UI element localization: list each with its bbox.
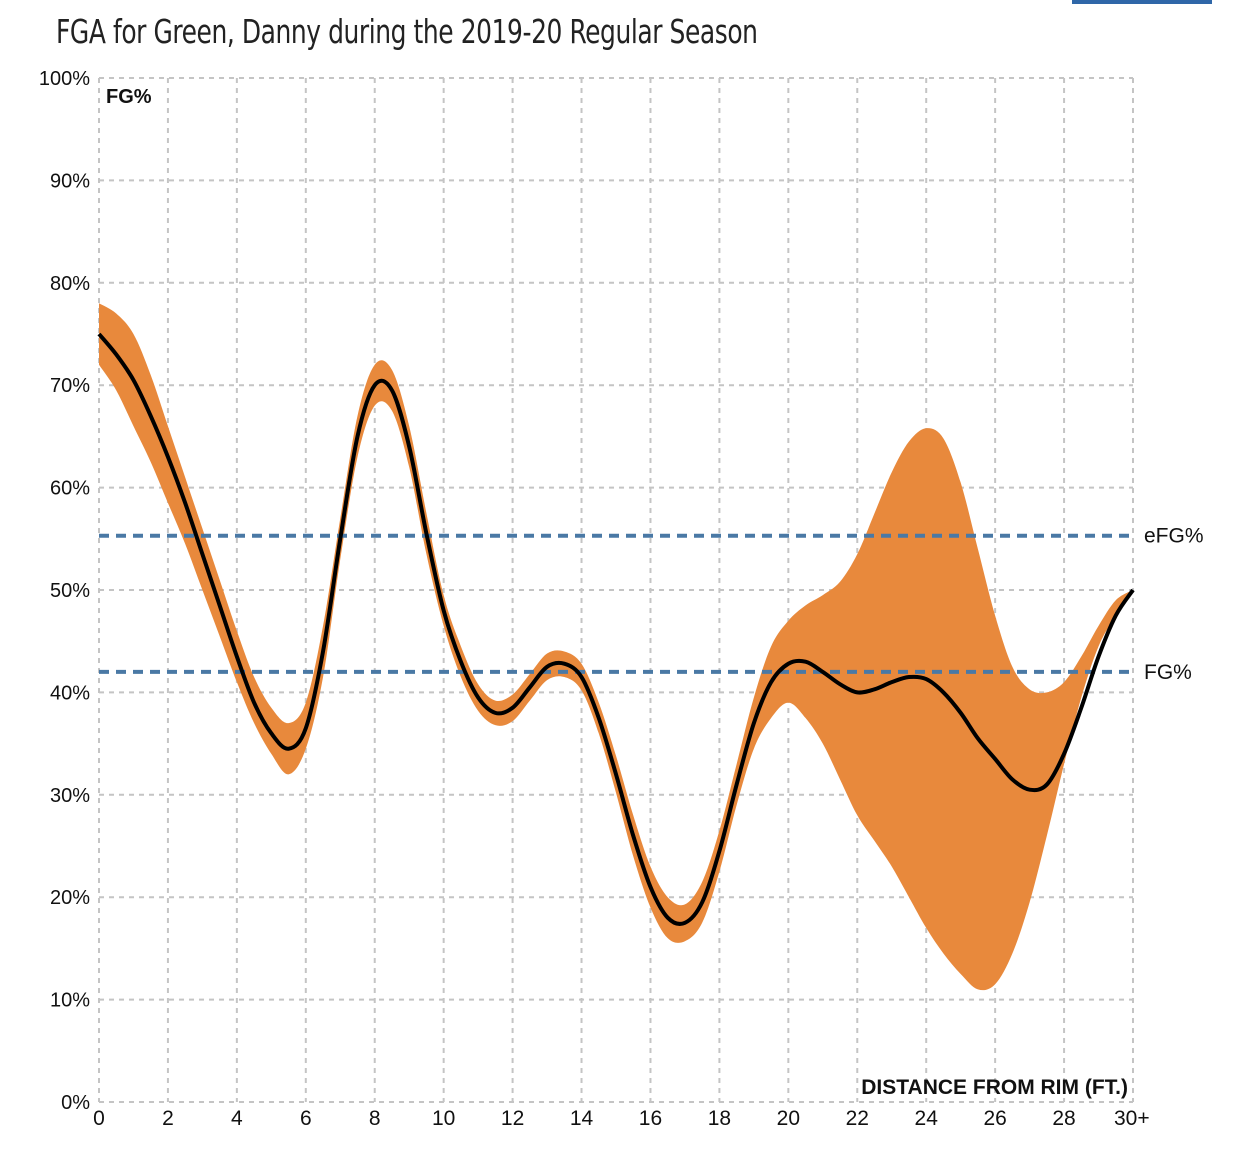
top-accent-bar	[1072, 0, 1212, 4]
x-axis-ticks: 0 2 4 6 8 10 12 14 16 18 20 22 24 26 28 30+	[93, 1107, 1149, 1130]
x-tick-label: 22	[846, 1107, 869, 1130]
x-tick-label: 6	[300, 1107, 312, 1130]
x-tick-label: 20	[777, 1107, 800, 1130]
reference-line-label: FG%	[1144, 661, 1192, 684]
y-tick-label: 60%	[50, 478, 90, 500]
x-tick-label: 16	[639, 1107, 662, 1130]
x-tick-label: 12	[501, 1107, 524, 1130]
y-tick-label: 50%	[50, 580, 90, 602]
y-tick-label: 70%	[50, 375, 90, 397]
y-tick-label: 90%	[50, 170, 90, 192]
x-tick-label: 28	[1052, 1107, 1075, 1130]
reference-line-label: eFG%	[1144, 525, 1204, 548]
chart-title: FGA for Green, Danny during the 2019-20 …	[56, 12, 758, 51]
x-tick-label: 0	[93, 1107, 105, 1130]
y-tick-label: 10%	[50, 990, 90, 1012]
x-tick-label: 18	[708, 1107, 731, 1130]
x-tick-label: 4	[231, 1107, 243, 1130]
y-tick-label: 40%	[50, 682, 90, 704]
y-tick-label: 100%	[39, 68, 90, 90]
y-tick-label: 80%	[50, 273, 90, 295]
x-tick-label: 10	[432, 1107, 455, 1130]
x-tick-label: 26	[983, 1107, 1006, 1130]
x-tick-label: 30+	[1114, 1107, 1150, 1130]
y-axis-label: FG%	[106, 86, 152, 108]
confidence-band	[99, 303, 1133, 991]
x-axis-label: DISTANCE FROM RIM (FT.)	[861, 1076, 1128, 1099]
x-tick-label: 24	[915, 1107, 939, 1130]
reference-lines: eFG% FG%	[99, 525, 1204, 684]
y-tick-label: 30%	[50, 785, 90, 807]
x-tick-label: 2	[162, 1107, 174, 1130]
x-tick-label: 8	[369, 1107, 381, 1130]
y-axis-ticks: 0% 10% 20% 30% 40% 50% 60% 70% 80% 90% 100%	[39, 68, 90, 1114]
y-tick-label: 0%	[61, 1092, 90, 1114]
x-tick-label: 14	[570, 1107, 594, 1130]
fg-series-line	[97, 332, 1135, 926]
y-tick-label: 20%	[50, 887, 90, 909]
